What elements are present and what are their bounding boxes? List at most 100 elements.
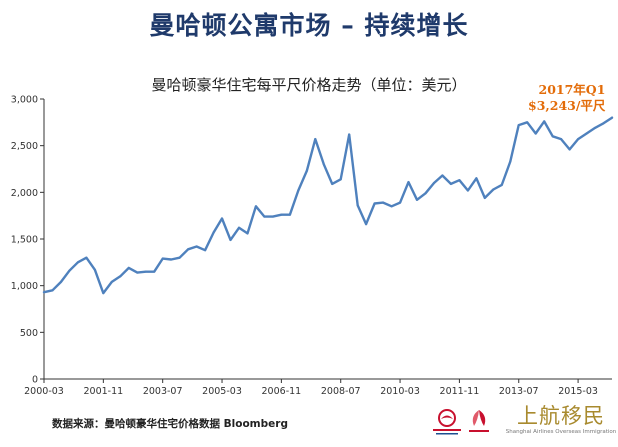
data-point bbox=[170, 258, 173, 261]
data-point bbox=[127, 266, 130, 269]
data-point bbox=[348, 133, 351, 136]
data-point bbox=[280, 213, 283, 216]
x-tick-label: 2013-07 bbox=[499, 386, 539, 397]
y-tick-label: 2,500 bbox=[11, 141, 38, 152]
data-point bbox=[161, 257, 164, 260]
x-tick-label: 2015-03 bbox=[558, 386, 598, 397]
x-axis-ticks: 2000-03 2001-11 2003-07 2005-03 2006-11 2008-… bbox=[24, 379, 618, 397]
y-tick-label: 1,000 bbox=[11, 281, 38, 292]
x-tick-label: 2000-03 bbox=[24, 386, 64, 397]
y-axis-ticks: 0 500 1,000 1,500 2,000 2,500 3,000 bbox=[11, 95, 44, 386]
data-point bbox=[416, 198, 419, 201]
data-point bbox=[85, 256, 88, 259]
data-point bbox=[543, 120, 546, 123]
data-point bbox=[534, 132, 537, 135]
data-point bbox=[382, 201, 385, 204]
data-point bbox=[136, 271, 139, 274]
data-point bbox=[441, 174, 444, 177]
data-point bbox=[577, 138, 580, 141]
data-point bbox=[271, 215, 274, 218]
data-point bbox=[560, 138, 563, 141]
data-point bbox=[144, 270, 147, 273]
data-point bbox=[407, 181, 410, 184]
data-point bbox=[263, 215, 266, 218]
data-point bbox=[212, 231, 215, 234]
y-tick-label: 500 bbox=[20, 328, 38, 339]
shanghai-airlines-logo bbox=[469, 410, 489, 432]
data-point bbox=[187, 248, 190, 251]
data-point bbox=[466, 189, 469, 192]
x-tick-label: 2001-11 bbox=[83, 386, 123, 397]
data-point bbox=[93, 268, 96, 271]
data-point bbox=[221, 217, 224, 220]
data-point bbox=[322, 163, 325, 166]
data-point bbox=[43, 291, 45, 294]
data-point bbox=[314, 138, 317, 141]
data-point bbox=[373, 202, 376, 205]
data-point bbox=[331, 182, 334, 185]
y-tick-label: 3,000 bbox=[11, 95, 38, 106]
x-tick-label: 2006-11 bbox=[262, 386, 302, 397]
data-point bbox=[339, 178, 342, 181]
callout-price: $3,243/平尺 bbox=[528, 98, 606, 113]
x-tick-label: 2008-07 bbox=[321, 386, 361, 397]
y-tick-label: 0 bbox=[32, 375, 38, 386]
data-point bbox=[594, 126, 597, 129]
data-point bbox=[297, 189, 300, 192]
data-point bbox=[246, 232, 249, 235]
data-point bbox=[254, 205, 257, 208]
data-point bbox=[365, 223, 368, 226]
data-point bbox=[204, 249, 207, 252]
y-tick-label: 1,500 bbox=[11, 235, 38, 246]
slide-title: 曼哈顿公寓市场 – 持续增长 bbox=[149, 11, 469, 40]
data-point bbox=[390, 205, 393, 208]
x-tick-label: 2003-07 bbox=[143, 386, 183, 397]
price-series-line bbox=[42, 116, 614, 295]
data-point bbox=[602, 122, 605, 125]
data-point bbox=[178, 256, 181, 259]
series-layer bbox=[42, 116, 614, 295]
data-point bbox=[432, 182, 435, 184]
data-point bbox=[517, 124, 520, 127]
data-point bbox=[59, 280, 62, 283]
data-point bbox=[229, 238, 232, 241]
data-source-note: 数据来源：曼哈顿豪华住宅价格数据 Bloomberg bbox=[52, 418, 288, 430]
chart-axes bbox=[43, 99, 612, 380]
x-tick-label: 2010-03 bbox=[380, 386, 420, 397]
data-point bbox=[153, 270, 156, 273]
data-point bbox=[611, 116, 613, 119]
data-point bbox=[449, 182, 452, 185]
data-point bbox=[551, 135, 554, 138]
data-point bbox=[424, 192, 427, 195]
data-point bbox=[237, 226, 240, 229]
data-point bbox=[51, 289, 54, 292]
data-point bbox=[102, 292, 105, 295]
data-point bbox=[492, 188, 495, 191]
x-tick-label: 2005-03 bbox=[202, 386, 242, 397]
data-point bbox=[110, 280, 113, 283]
data-point bbox=[288, 213, 291, 216]
data-point bbox=[305, 169, 308, 172]
data-point bbox=[68, 269, 71, 272]
chart-title: 曼哈顿豪华住宅每平尺价格走势（单位：美元） bbox=[151, 76, 467, 94]
data-point bbox=[356, 204, 359, 207]
latest-price-callout: 2017年Q1 $3,243/平尺 bbox=[528, 82, 605, 114]
data-point bbox=[399, 201, 402, 204]
brand-logo: 上航移民 Shanghai Airlines Overseas Immigrat… bbox=[505, 404, 617, 436]
callout-period: 2017年Q1 bbox=[538, 82, 606, 97]
brand-tagline: Shanghai Airlines Overseas Immigration bbox=[505, 429, 617, 435]
data-point bbox=[568, 148, 571, 151]
y-tick-label: 2,000 bbox=[11, 188, 38, 199]
data-point bbox=[526, 121, 529, 124]
data-point bbox=[585, 132, 588, 135]
data-point bbox=[483, 196, 486, 199]
data-point bbox=[500, 183, 503, 186]
data-point bbox=[76, 261, 79, 264]
data-point bbox=[458, 179, 461, 182]
china-eastern-logo bbox=[433, 409, 461, 435]
x-tick-label: 2011-11 bbox=[440, 386, 480, 397]
brand-name: 上航移民 bbox=[517, 404, 605, 428]
data-point bbox=[119, 275, 122, 278]
data-point bbox=[509, 160, 512, 163]
